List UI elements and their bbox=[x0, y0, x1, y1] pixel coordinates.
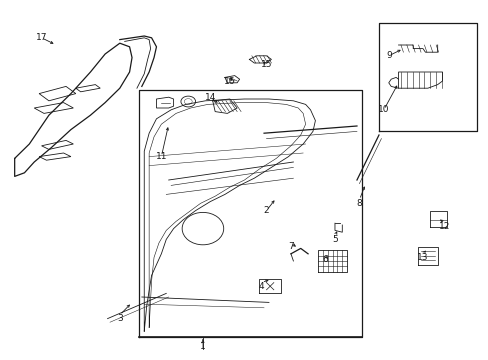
Text: 14: 14 bbox=[204, 93, 216, 102]
Text: 6: 6 bbox=[322, 255, 327, 264]
Text: 2: 2 bbox=[263, 206, 269, 215]
Text: 3: 3 bbox=[117, 314, 122, 323]
Text: 10: 10 bbox=[377, 105, 389, 114]
Text: 15: 15 bbox=[260, 60, 272, 69]
Text: 11: 11 bbox=[155, 152, 167, 161]
Text: 8: 8 bbox=[356, 199, 362, 208]
Text: 13: 13 bbox=[416, 253, 428, 262]
Text: 17: 17 bbox=[36, 33, 47, 42]
Text: 7: 7 bbox=[287, 242, 293, 251]
Text: 5: 5 bbox=[331, 235, 337, 244]
Text: 1: 1 bbox=[200, 342, 205, 351]
Text: 12: 12 bbox=[438, 222, 450, 231]
Text: 4: 4 bbox=[258, 282, 264, 291]
Text: 16: 16 bbox=[224, 77, 235, 85]
Text: 9: 9 bbox=[385, 51, 391, 60]
